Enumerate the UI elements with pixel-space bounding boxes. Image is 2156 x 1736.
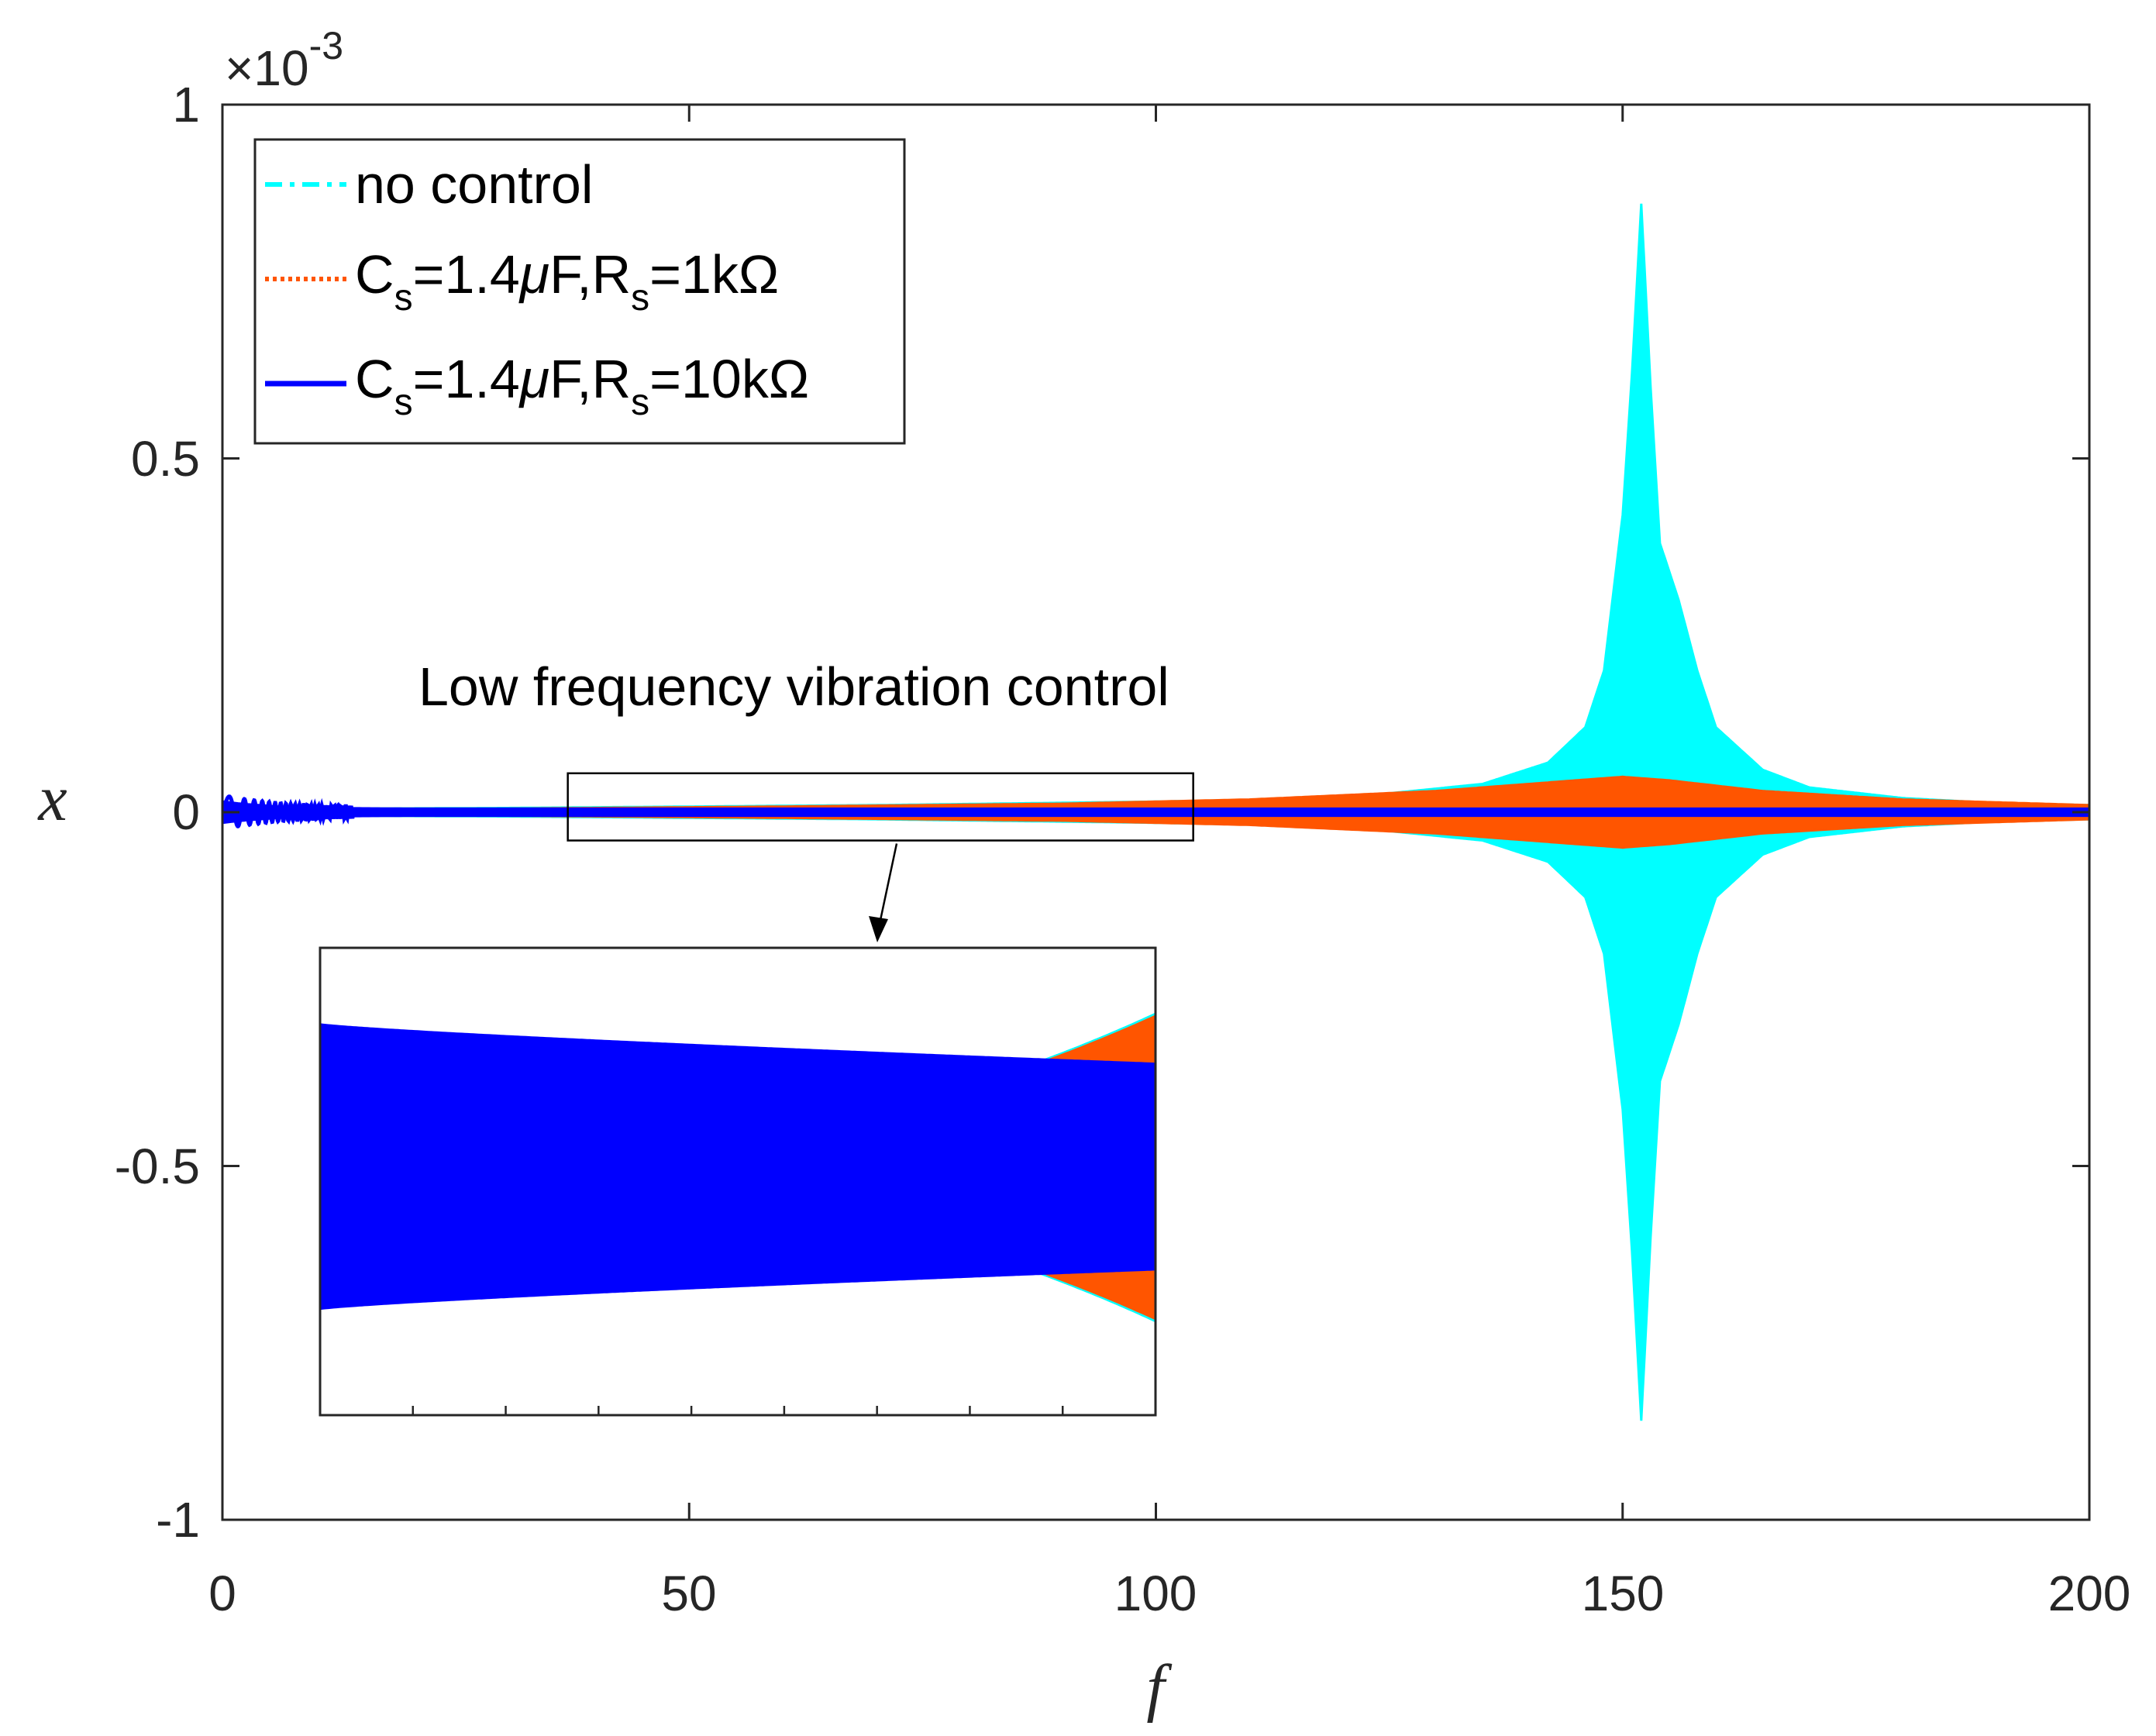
y-axis-label: x — [36, 763, 67, 835]
legend-label-no-control: no control — [355, 154, 593, 215]
inset-ticks — [412, 1406, 1064, 1415]
y-tick-label: 0 — [172, 784, 200, 840]
inset-frame — [319, 946, 1157, 1417]
zoom-box — [567, 772, 1194, 842]
inset-series-rs-10k — [320, 1023, 1155, 1311]
x-tick-label: 50 — [661, 1566, 716, 1621]
y-exponent-power: -3 — [309, 24, 343, 67]
axis-ticks — [221, 103, 2091, 1521]
y-tick-label: 0.5 — [131, 431, 200, 487]
legend: no control Cs=1.4μF,Rs=1kΩ Cs=1.4μF,Rs=1… — [253, 138, 906, 445]
y-tick-label: -1 — [156, 1492, 200, 1548]
annotation-text: Low frequency vibration control — [418, 656, 1169, 717]
y-tick-label: -0.5 — [115, 1138, 200, 1194]
y-exponent-base: ×10 — [225, 40, 309, 96]
series-rs-10k-ripple — [222, 794, 356, 828]
inset-series-rs-10k-envelope — [320, 1023, 1155, 1311]
series-rs-10k-envelope — [222, 800, 2089, 825]
series-rs-10k — [222, 794, 2089, 828]
legend-label-rs-10k: Cs=1.4μF,Rs=10kΩ — [355, 349, 809, 423]
legend-label-rs-1k: Cs=1.4μF,Rs=1kΩ — [355, 244, 779, 319]
y-tick-label: 1 — [172, 77, 200, 133]
x-tick-label: 100 — [1114, 1566, 1197, 1621]
x-axis-label: f — [1146, 1652, 1173, 1724]
legend-box — [253, 138, 906, 445]
y-exponent-label: ×10-3 — [225, 24, 343, 96]
x-tick-label: 150 — [1582, 1566, 1665, 1621]
zoom-arrowhead — [869, 916, 888, 942]
x-tick-label: 200 — [2048, 1566, 2131, 1621]
x-tick-label: 0 — [208, 1566, 236, 1621]
zoom-arrow — [878, 843, 898, 925]
